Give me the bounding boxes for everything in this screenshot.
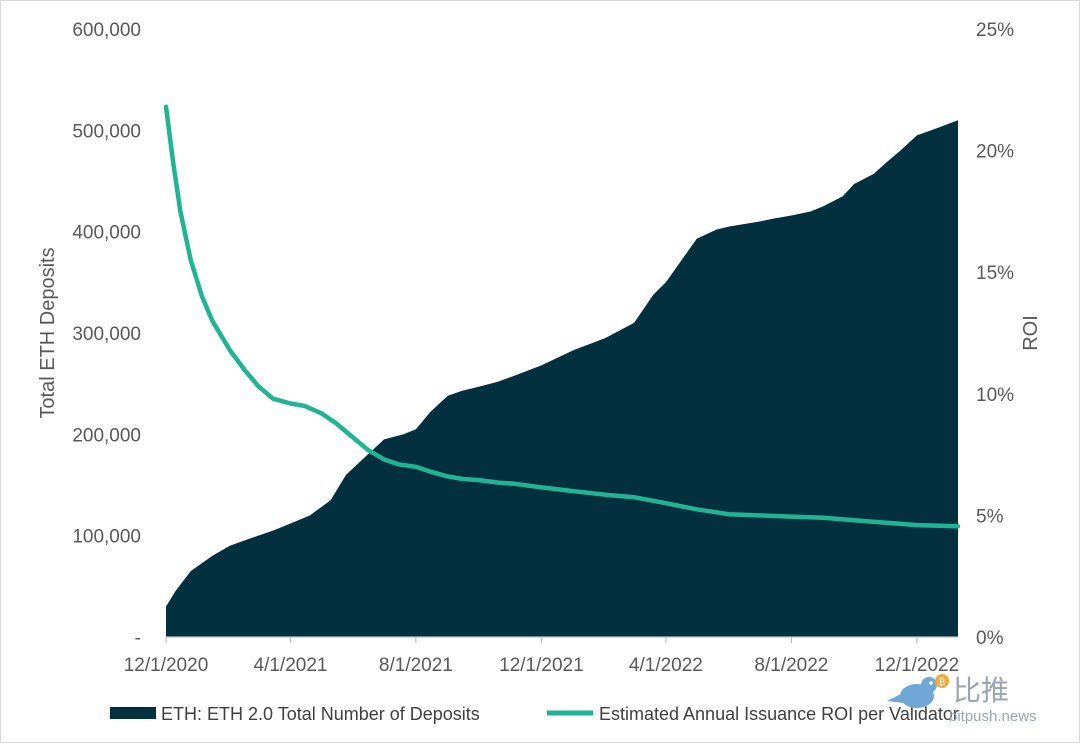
roi-line (163, 104, 961, 529)
left-axis-ticks: - 100,000 200,000 300,000 400,000 500,000 600,… (72, 20, 141, 649)
bird-logo-icon: ₿ (887, 674, 949, 708)
left-tick-label: 600,000 (72, 20, 141, 41)
bitpush-watermark: ₿ 比推 bitpush.news (887, 674, 1037, 725)
svg-text:₿: ₿ (939, 677, 946, 688)
left-axis-title: Total ETH Deposits (37, 247, 59, 418)
x-tick-label: 12/1/2021 (499, 655, 584, 676)
legend-swatch-deposits (110, 707, 156, 719)
left-tick-label: 100,000 (72, 527, 141, 548)
x-tick-label: 12/1/2022 (875, 655, 960, 676)
left-tick-label: 200,000 (72, 425, 141, 446)
roi-line-layer (163, 104, 961, 529)
x-tick-label: 8/1/2022 (754, 655, 828, 676)
legend: ETH: ETH 2.0 Total Number of Deposits Es… (110, 704, 959, 724)
right-tick-label: 20% (976, 142, 1014, 163)
legend-label-deposits: ETH: ETH 2.0 Total Number of Deposits (161, 704, 480, 724)
right-axis-ticks: 0% 5% 10% 15% 20% 25% (976, 20, 1014, 649)
right-tick-label: 25% (976, 20, 1014, 41)
left-tick-label: 400,000 (72, 223, 141, 244)
x-tick-label: 8/1/2021 (379, 655, 453, 676)
watermark-cn-text: 比推 (953, 674, 1009, 707)
right-tick-label: 5% (976, 506, 1004, 527)
x-tick-label: 12/1/2020 (124, 655, 209, 676)
right-tick-label: 10% (976, 385, 1014, 406)
right-axis-title: ROI (1020, 315, 1042, 351)
legend-label-roi: Estimated Annual Issuance ROI per Valida… (599, 704, 959, 724)
left-tick-label: - (135, 628, 141, 649)
watermark-url-text: bitpush.news (949, 708, 1037, 725)
right-tick-label: 0% (976, 628, 1004, 649)
left-tick-label: 500,000 (72, 121, 141, 142)
x-tick-label: 4/1/2021 (254, 655, 328, 676)
right-tick-label: 15% (976, 263, 1014, 284)
x-tick-label: 4/1/2022 (629, 655, 703, 676)
x-axis-ticks: 12/1/2020 4/1/2021 8/1/2021 12/1/2021 4/1/20… (124, 637, 959, 676)
deposits-area (166, 120, 958, 637)
deposits-area-layer (166, 120, 958, 637)
left-tick-label: 300,000 (72, 324, 141, 345)
